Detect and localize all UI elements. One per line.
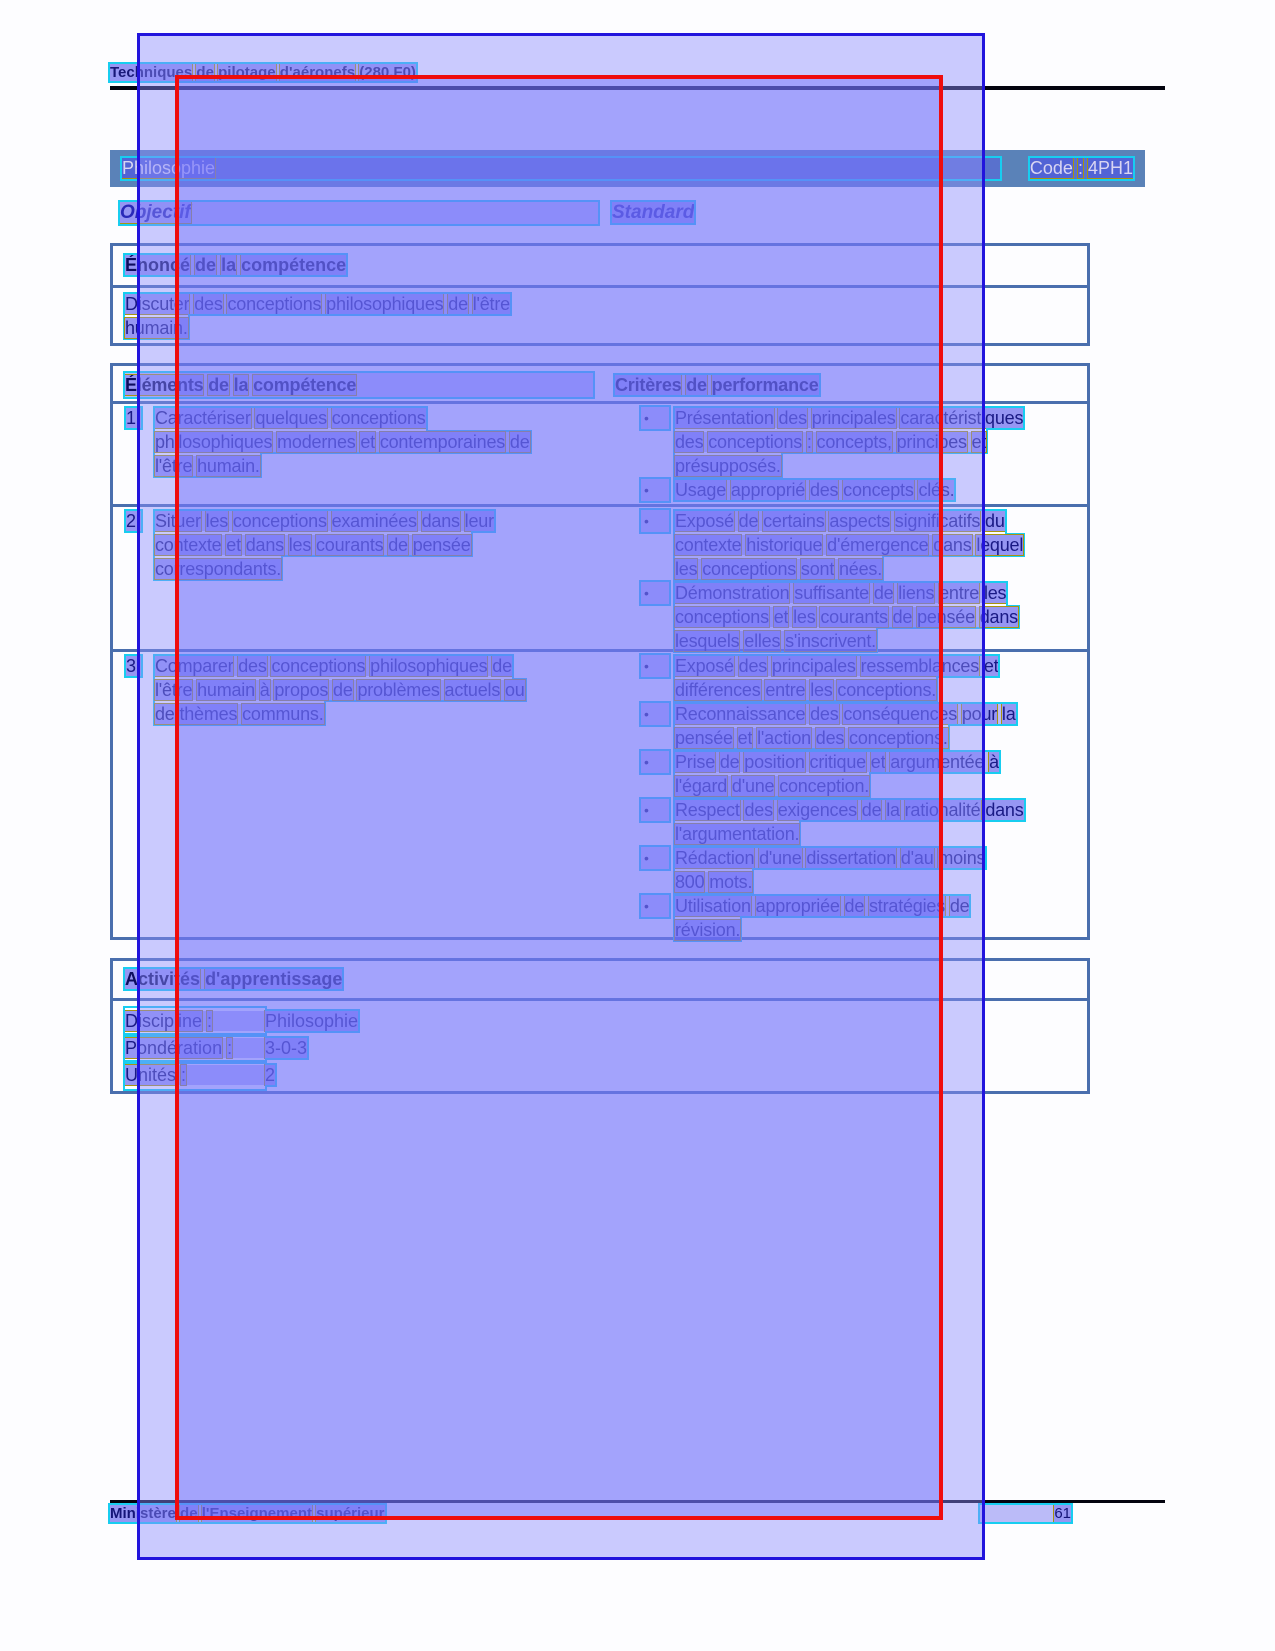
footer-rule [110,1500,1165,1503]
criteria-cell: • Exposé des principales ressemblances e… [615,653,1089,942]
criterion-item: • Exposé de certains aspects significati… [639,508,1089,581]
footer-left: Ministère de l'Enseignement supérieur [108,1503,387,1524]
field-value: Philosophie [263,1010,360,1032]
activites-header-row: Activités d'apprentissage [113,961,1087,1001]
enonce-body-row: Discuter des conceptions philosophiques … [113,288,1087,343]
page-header-text: Techniques de pilotage d'aéronefs (280.F… [108,62,418,83]
table-row: 2. Situer les conceptions examinées dans… [113,504,1089,653]
activites-table: Activités d'apprentissage Discipline : Ph… [110,958,1090,1094]
field-row: Pondération : 3-0-3 [122,1035,1087,1062]
bullet-icon: • [639,405,671,431]
criterion-text: Prise de position critique et argumentée… [673,750,1001,798]
bullet-icon: • [639,797,671,823]
footer-text: Ministère de l'Enseignement supérieur [108,1503,387,1524]
criteria-cell: • Présentation des principales caractéri… [615,405,1089,504]
bullet-icon: • [639,701,671,727]
criterion-item: • Prise de position critique et argument… [639,749,1089,798]
objectif-label: Objectif [118,200,600,226]
criteria-cell: • Exposé de certains aspects significati… [615,508,1089,653]
element-text: Situer les conceptions examinées dans le… [153,509,496,581]
criterion-text: Démonstration suffisante de liens entre … [673,581,1020,653]
competence-table: Éléments de la compétence Critères de pe… [110,363,1090,942]
enonce-table: Énoncé de la compétence Discuter des con… [110,243,1090,346]
element-number: 2. [124,509,143,533]
criteres-header: Critères de performance [613,373,821,397]
competence-table-header: Éléments de la compétence Critères de pe… [113,366,1087,404]
objectif-standard-row: Objectif Standard [110,200,1090,226]
activites-header: Activités d'apprentissage [122,967,345,991]
criterion-item: • Respect des exigences de la rationalit… [639,797,1089,846]
page-number-area: 61 [978,1503,1075,1524]
criterion-item: • Démonstration suffisante de liens entr… [639,580,1089,653]
criterion-text: Exposé des principales ressemblances et … [672,654,1001,702]
bullet-icon: • [639,749,671,775]
bullet-icon: • [639,508,671,534]
enonce-header: Énoncé de la compétence [122,253,349,277]
bullet-icon: • [639,580,671,606]
criterion-text: Reconnaissance des conséquences pour la … [673,702,1018,750]
bullet-icon: • [639,477,671,503]
criterion-text: Présentation des principales caractérist… [672,406,1026,478]
standard-cell: Standard [609,200,697,225]
criterion-text: Rédaction d'une dissertation d'au moins … [672,846,988,894]
criterion-item: • Rédaction d'une dissertation d'au moin… [639,845,1089,894]
field-row: Unités : 2 [122,1062,1087,1089]
bullet-icon: • [639,893,671,919]
element-number: 3. [124,654,143,678]
elements-header: Éléments de la compétence [123,371,595,399]
bullet-icon: • [639,653,671,679]
criterion-item: • Utilisation appropriée de stratégies d… [639,893,1089,942]
criterion-text: Utilisation appropriée de stratégies de … [672,894,972,942]
objectif-cell: Objectif [110,200,612,226]
field-label: Unités : [123,1064,188,1086]
table-row: 3. Comparer des conceptions philosophiqu… [113,649,1089,942]
element-cell: 2. Situer les conceptions examinées dans… [113,509,615,649]
criterion-item: • Usage approprié des concepts clés. [639,477,1089,503]
criterion-item: • Présentation des principales caractéri… [639,405,1089,478]
element-text: Caractériser quelques conceptions philos… [153,406,532,478]
criterion-item: • Reconnaissance des conséquences pour l… [639,701,1089,750]
field-value: 3-0-3 [263,1037,309,1059]
element-cell: 1. Caractériser quelques conceptions phi… [113,406,615,504]
enonce-body: Discuter des conceptions philosophiques … [123,292,512,340]
criterion-text: Exposé de certains aspects significatifs… [672,509,1026,581]
standard-label: Standard [609,200,697,225]
field-value: 2 [263,1064,277,1086]
element-text: Comparer des conceptions philosophiques … [153,654,527,726]
top-rule [110,86,1165,90]
criterion-item: • Exposé des principales ressemblances e… [639,653,1089,702]
activites-body: Discipline : Philosophie Pondération : 3-0… [113,1001,1087,1091]
bullet-icon: • [639,845,671,871]
table-row: 1. Caractériser quelques conceptions phi… [113,404,1087,504]
criterion-text: Usage approprié des concepts clés. [672,478,957,502]
field-row: Discipline : Philosophie [122,1008,1087,1035]
band-title: Philosophie [120,156,1002,181]
criterion-text: Respect des exigences de la rationalité … [673,798,1026,846]
page-header: Techniques de pilotage d'aéronefs (280.F… [108,62,418,83]
band-code: Code : 4PH1 [1027,156,1136,181]
field-label: Discipline : [123,1010,214,1032]
page-number: 61 [1053,1504,1072,1523]
enonce-header-row: Énoncé de la compétence [113,246,1087,288]
element-cell: 3. Comparer des conceptions philosophiqu… [113,654,615,937]
course-band: Philosophie Code : 4PH1 [110,150,1145,187]
element-number: 1. [124,406,143,430]
field-label: Pondération : [123,1037,234,1059]
